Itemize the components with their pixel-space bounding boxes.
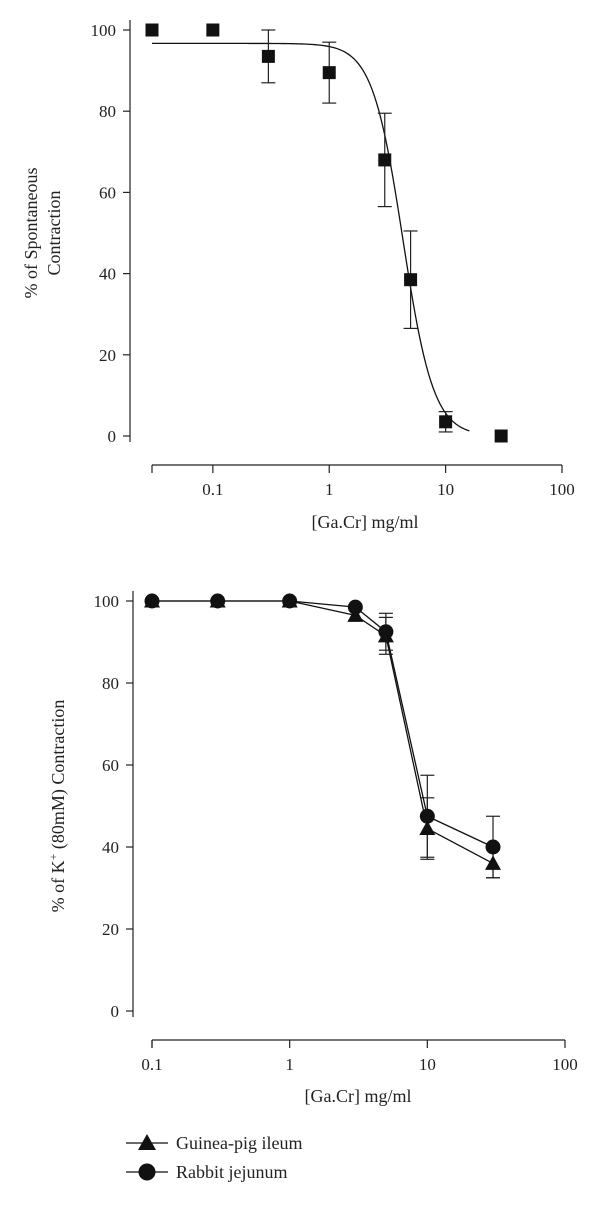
chart1-ylabel-line1: % of Spontaneous: [21, 168, 41, 299]
chart1-point-square: [206, 23, 220, 37]
legend-label-rabbit: Rabbit jejunum: [176, 1162, 288, 1182]
chart1-point-square: [494, 429, 508, 443]
chart1-point-square: [261, 49, 275, 63]
chart2-ytick-label: 20: [102, 920, 119, 939]
chart1-ytick-label: 60: [99, 183, 116, 202]
chart2-ytick-label: 100: [94, 592, 120, 611]
chart2-ytick-label: 0: [111, 1002, 120, 1021]
chart2-point-circle: [282, 593, 298, 609]
chart1-ylabel-line2: Contraction: [44, 191, 64, 276]
chart2-point-circle: [144, 593, 160, 609]
chart2-point-circle: [347, 599, 363, 615]
chart1-xtick-label: 100: [549, 480, 575, 499]
chart1-ytick-label: 100: [91, 21, 117, 40]
chart2-point-triangle: [419, 820, 436, 836]
chart2-ylabel: % of K+ (80mM) Contraction: [46, 700, 69, 913]
chart2-ylabel-pre: % of K: [48, 860, 68, 912]
chart2-point-circle: [419, 808, 435, 824]
chart1-point-square: [439, 415, 453, 429]
chart1-xtick-label: 10: [437, 480, 454, 499]
legend-triangle-marker: [138, 1134, 156, 1150]
chart1-point-square: [404, 273, 418, 287]
chart2-series-line-0: [152, 600, 494, 864]
legend-circle-marker: [138, 1163, 156, 1181]
chart2-xtick-label: 0.1: [141, 1055, 162, 1074]
chart1-ytick-label: 80: [99, 102, 116, 121]
chart2-xtick-label: 100: [552, 1055, 578, 1074]
chart2-point-circle: [485, 839, 501, 855]
chart2-ylabel-sup: +: [46, 853, 60, 860]
chart2-ytick-label: 60: [102, 756, 119, 775]
chart2-ytick-label: 80: [102, 674, 119, 693]
chart1-ytick-label: 0: [108, 427, 117, 446]
chart2-xtick-label: 10: [419, 1055, 436, 1074]
chart1-xlabel: [Ga.Cr] mg/ml: [312, 512, 419, 532]
chart2-xlabel: [Ga.Cr] mg/ml: [305, 1086, 412, 1106]
chart2-ylabel-post: (80mM) Contraction: [48, 700, 69, 854]
chart1-point-square: [322, 66, 336, 80]
chart1-xtick-label: 0.1: [202, 480, 223, 499]
chart-spontaneous-contraction: % of Spontaneous Contraction [Ga.Cr] mg/…: [21, 20, 575, 532]
chart-k-contraction: % of K+ (80mM) Contraction [Ga.Cr] mg/ml…: [46, 591, 578, 1106]
chart2-point-circle: [378, 624, 394, 640]
legend: Guinea-pig ileum Rabbit jejunum: [126, 1133, 302, 1182]
chart2-point-triangle: [485, 855, 502, 870]
chart1-xtick-label: 1: [325, 480, 334, 499]
chart2-point-circle: [210, 593, 226, 609]
chart1-point-square: [378, 153, 392, 167]
legend-label-guinea-pig: Guinea-pig ileum: [176, 1133, 302, 1153]
chart2-series-line-1: [152, 600, 494, 848]
chart2-ytick-label: 40: [102, 838, 119, 857]
chart1-ytick-label: 20: [99, 346, 116, 365]
chart1-point-square: [145, 23, 159, 37]
chart1-ytick-label: 40: [99, 265, 116, 284]
chart1-fit-curve: [152, 42, 470, 432]
chart2-xtick-label: 1: [285, 1055, 294, 1074]
